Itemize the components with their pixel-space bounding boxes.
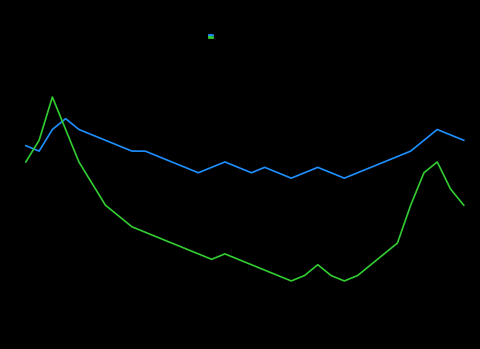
Legend: All Institutions, Community Banks: All Institutions, Community Banks bbox=[209, 34, 225, 37]
